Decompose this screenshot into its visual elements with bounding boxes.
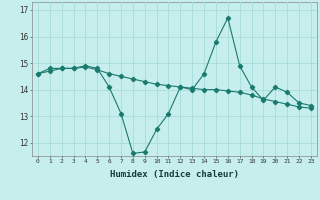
X-axis label: Humidex (Indice chaleur): Humidex (Indice chaleur) <box>110 170 239 179</box>
